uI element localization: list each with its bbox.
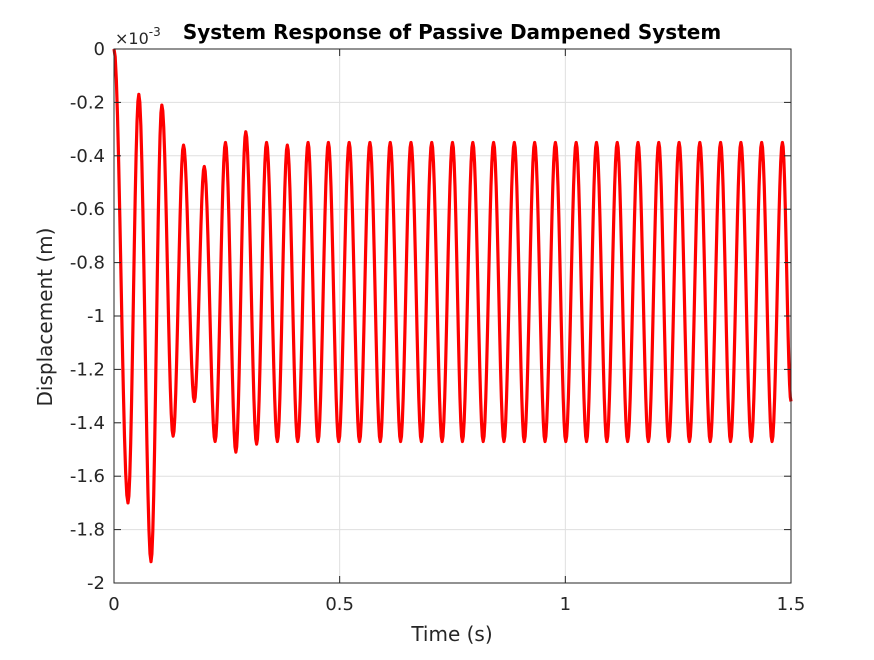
y-exponent-label: ×10-3 <box>115 25 161 48</box>
x-axis-label: Time (s) <box>410 622 492 646</box>
x-tick-label: 1 <box>560 594 571 615</box>
y-axis-label: Displacement (m) <box>33 228 57 407</box>
y-tick-label: -0.6 <box>70 199 105 220</box>
y-tick-label: -1 <box>87 306 105 327</box>
y-tick-label: -0.4 <box>70 146 105 167</box>
y-tick-label: -1.8 <box>70 520 105 541</box>
y-tick-label: -1.2 <box>70 359 105 380</box>
y-tick-label: -2 <box>87 573 105 594</box>
x-tick-label: 0 <box>108 594 119 615</box>
axes-layer <box>113 48 792 584</box>
series-line <box>112 48 793 564</box>
chart-title: System Response of Passive Dampened Syst… <box>183 20 721 44</box>
y-tick-label: 0 <box>94 39 105 60</box>
series-layer <box>112 48 793 564</box>
y-tick-label: -1.6 <box>70 466 105 487</box>
y-tick-label: -1.4 <box>70 413 105 434</box>
tick-layer: 0 0.5 1 1.5 0 -0.2 -0.4 -0.6 -0.8 -1 -1.2 -1.4 -1.6 -… <box>70 39 805 615</box>
x-tick-label: 1.5 <box>777 594 806 615</box>
grid-layer <box>113 48 792 584</box>
y-tick-label: -0.2 <box>70 92 105 113</box>
y-tick-label: -0.8 <box>70 253 105 274</box>
x-tick-label: 0.5 <box>325 594 354 615</box>
